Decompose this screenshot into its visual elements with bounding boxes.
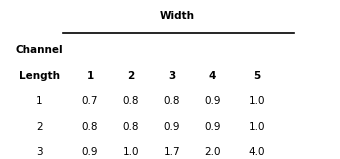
Text: Width: Width	[159, 11, 194, 21]
Text: 1: 1	[36, 96, 42, 106]
Text: 0.8: 0.8	[123, 96, 139, 106]
Text: 0.8: 0.8	[164, 96, 180, 106]
Text: 1.0: 1.0	[249, 122, 265, 132]
Text: 0.7: 0.7	[82, 96, 98, 106]
Text: 1.7: 1.7	[164, 147, 180, 157]
Text: Length: Length	[19, 71, 60, 81]
Text: 0.8: 0.8	[123, 122, 139, 132]
Text: 2: 2	[36, 122, 42, 132]
Text: 0.9: 0.9	[204, 122, 221, 132]
Text: 5: 5	[253, 71, 260, 81]
Text: 0.8: 0.8	[82, 122, 98, 132]
Text: 1: 1	[86, 71, 94, 81]
Text: 3: 3	[36, 147, 42, 157]
Text: 1.0: 1.0	[249, 96, 265, 106]
Text: 0.9: 0.9	[82, 147, 98, 157]
Text: 1.0: 1.0	[123, 147, 139, 157]
Text: 2.0: 2.0	[204, 147, 221, 157]
Text: Channel: Channel	[15, 45, 63, 55]
Text: 3: 3	[168, 71, 175, 81]
Text: 0.9: 0.9	[204, 96, 221, 106]
Text: 4: 4	[209, 71, 216, 81]
Text: 4.0: 4.0	[249, 147, 265, 157]
Text: 0.9: 0.9	[164, 122, 180, 132]
Text: 2: 2	[127, 71, 135, 81]
